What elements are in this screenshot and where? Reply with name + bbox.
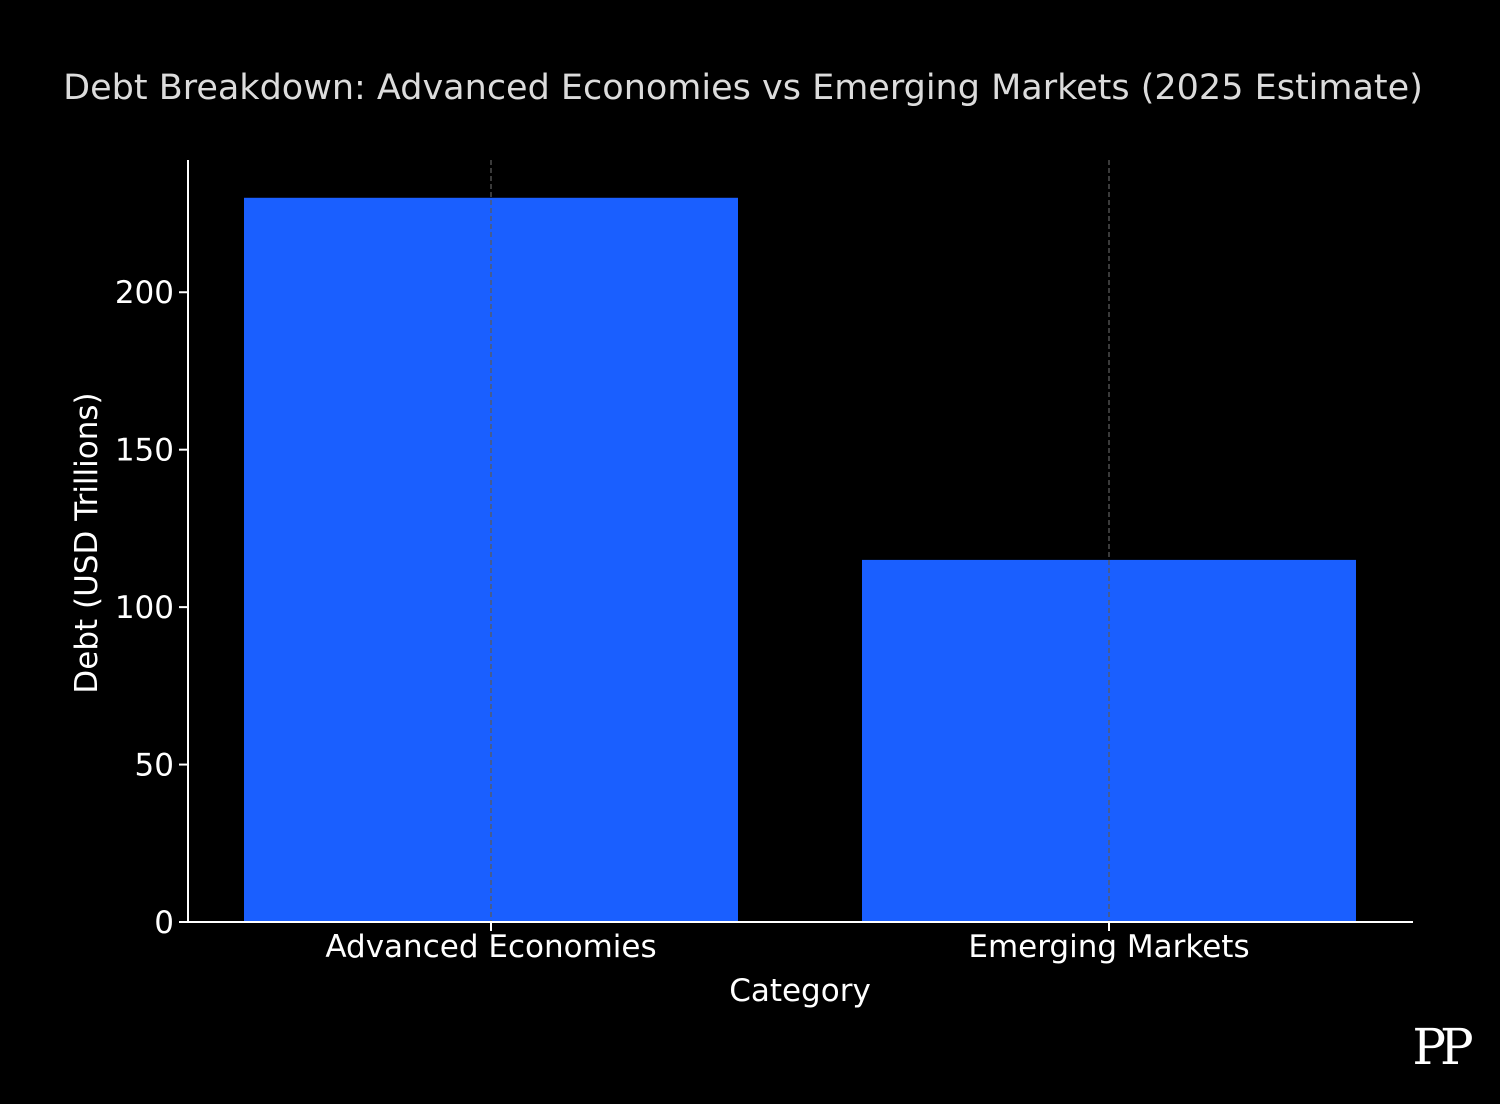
y-tick-label-50: 50 — [135, 748, 174, 784]
y-tick-label-100: 100 — [115, 590, 174, 626]
y-tick-label-200: 200 — [115, 275, 174, 311]
chart-title: Debt Breakdown: Advanced Economies vs Em… — [63, 68, 1423, 108]
grid-front-layer — [490, 160, 1110, 922]
y-axis-label: Debt (USD Trillions) — [69, 392, 105, 693]
bars-layer — [244, 197, 1356, 922]
pp-logo: PP — [1412, 1018, 1472, 1076]
x-axis-label: Category — [729, 973, 871, 1009]
axes-layer — [187, 160, 1413, 923]
x-tick-label-advanced-economies: Advanced Economies — [325, 929, 656, 965]
y-tick-label-150: 150 — [115, 433, 174, 469]
y-ticks-layer: 0 50 100 150 200 — [115, 275, 188, 941]
x-tick-label-emerging-markets: Emerging Markets — [968, 929, 1249, 965]
y-tick-label-0: 0 — [154, 905, 174, 941]
x-ticks-layer: Advanced Economies Emerging Markets — [325, 922, 1250, 965]
